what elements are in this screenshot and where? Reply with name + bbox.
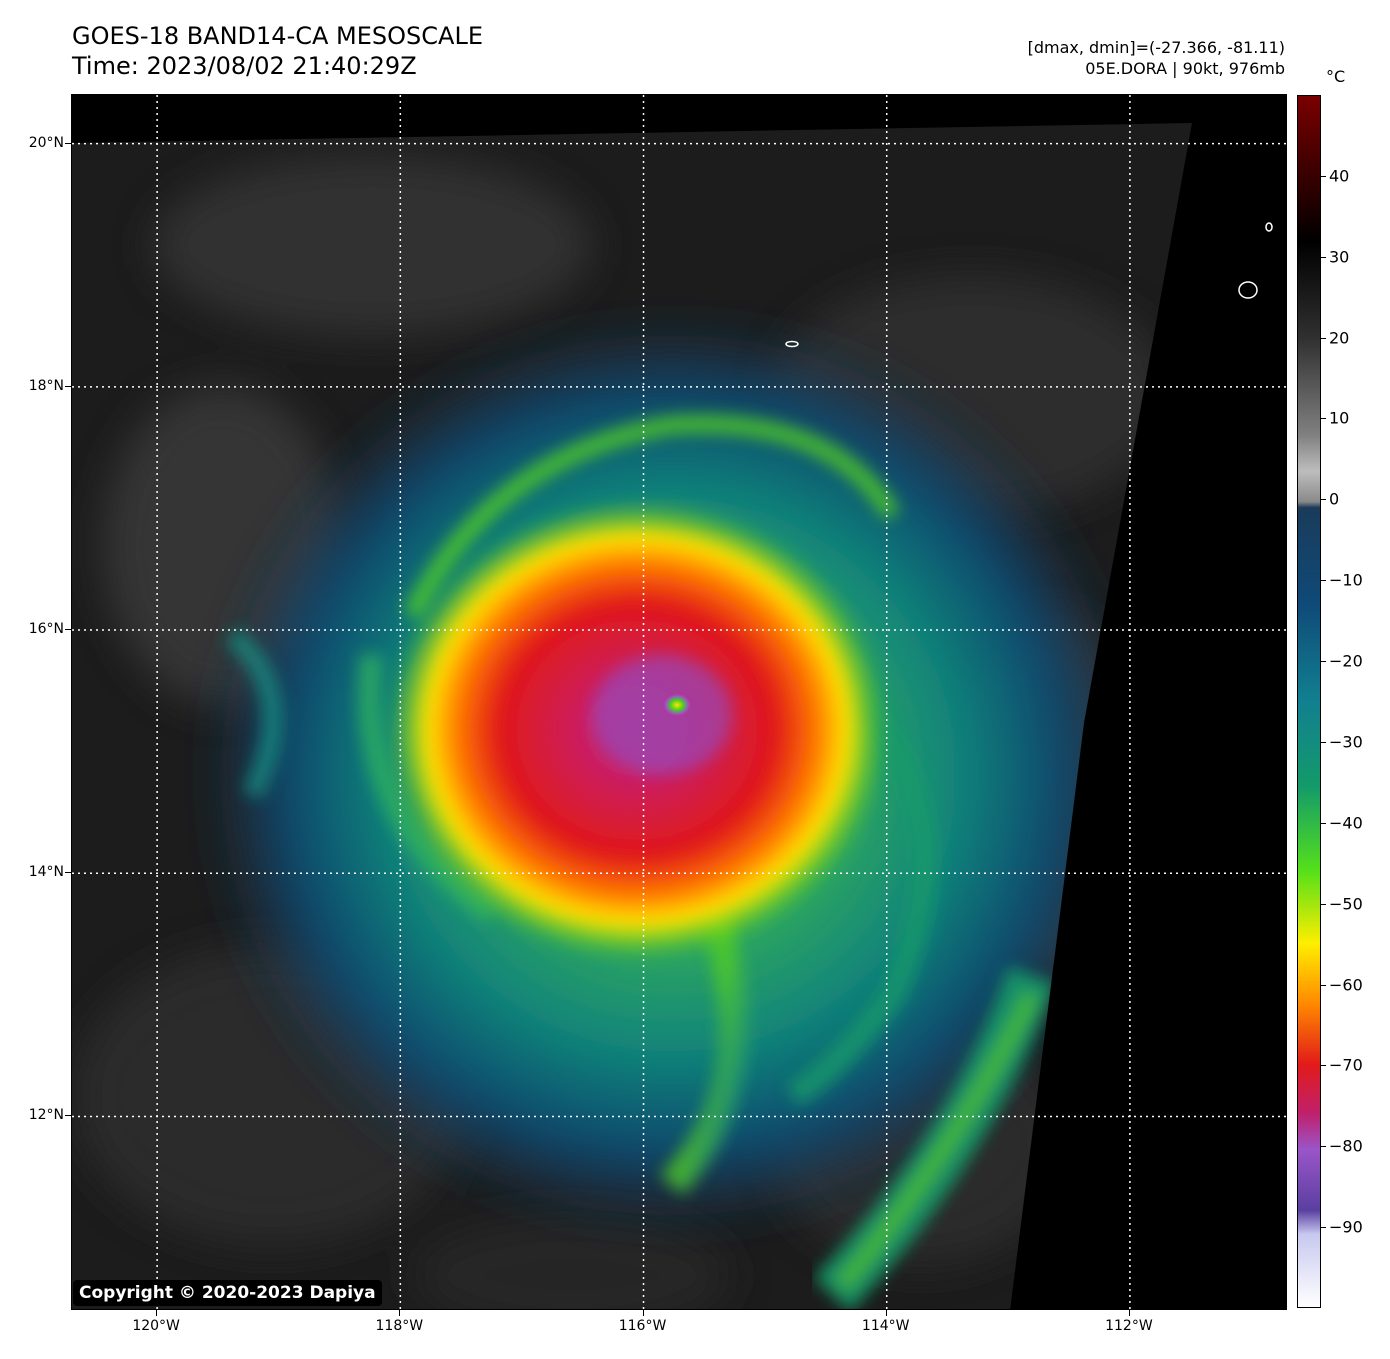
graticule — [72, 95, 1286, 1309]
latitude-tick — [65, 142, 71, 144]
latitude-label: 16°N — [28, 621, 64, 638]
colorbar-tick — [1321, 175, 1326, 177]
colorbar-tick-label: 40 — [1329, 166, 1350, 186]
island-outline — [785, 340, 799, 348]
colorbar-tick — [1321, 499, 1326, 501]
chart-title: GOES-18 BAND14-CA MESOSCALE — [72, 22, 483, 50]
colorbar-tick-label: −80 — [1329, 1136, 1363, 1156]
colorbar-tick — [1321, 337, 1326, 339]
hurricane-eye — [661, 692, 693, 718]
colorbar-tick-label: 30 — [1329, 247, 1350, 267]
latitude-tick — [65, 872, 71, 874]
longitude-tick — [156, 1310, 158, 1316]
colorbar-tick-label: 0 — [1329, 489, 1340, 509]
colorbar-tick — [1321, 1146, 1326, 1148]
longitude-tick — [399, 1310, 401, 1316]
colorbar-tick — [1321, 903, 1326, 905]
colorbar-tick-label: −70 — [1329, 1055, 1363, 1075]
colorbar-tick-label: 10 — [1329, 408, 1350, 428]
colorbar-tick-label: −10 — [1329, 570, 1363, 590]
latitude-label: 12°N — [28, 1107, 64, 1124]
latitude-tick — [65, 1115, 71, 1117]
latitude-label: 14°N — [28, 864, 64, 881]
longitude-label: 112°W — [1105, 1318, 1153, 1334]
chart-time: Time: 2023/08/02 21:40:29Z — [72, 52, 417, 80]
colorbar-tick-label: −90 — [1329, 1217, 1363, 1237]
satellite-imagery — [72, 95, 1286, 1309]
longitude-label: 118°W — [375, 1318, 424, 1334]
island-outline — [1265, 222, 1273, 232]
colorbar-tick-label: 20 — [1329, 328, 1350, 348]
colorbar-tick — [1321, 661, 1326, 663]
colorbar-tick-label: −50 — [1329, 894, 1363, 914]
latitude-tick — [65, 385, 71, 387]
satellite-map — [71, 94, 1287, 1310]
colorbar-tick — [1321, 822, 1326, 824]
temperature-range-info: [dmax, dmin]=(-27.366, -81.11) — [1027, 38, 1285, 57]
copyright-label: Copyright © 2020-2023 Dapiya — [73, 1280, 382, 1306]
colorbar-unit: °C — [1326, 67, 1346, 86]
latitude-label: 20°N — [28, 134, 64, 151]
storm-info: 05E.DORA | 90kt, 976mb — [1085, 59, 1285, 78]
colorbar-tick — [1321, 741, 1326, 743]
latitude-tick — [65, 629, 71, 631]
colorbar — [1297, 95, 1321, 1308]
latitude-label: 18°N — [28, 377, 64, 394]
longitude-label: 114°W — [861, 1318, 910, 1334]
colorbar-tick — [1321, 1065, 1326, 1067]
longitude-label: 116°W — [618, 1318, 667, 1334]
colorbar-tick — [1321, 984, 1326, 986]
colorbar-tick-label: −30 — [1329, 732, 1363, 752]
longitude-label: 120°W — [132, 1318, 180, 1334]
longitude-tick — [642, 1310, 644, 1316]
colorbar-tick — [1321, 1227, 1326, 1229]
colorbar-tick-label: −60 — [1329, 975, 1363, 995]
colorbar-tick-label: −20 — [1329, 651, 1363, 671]
colorbar-tick-label: −40 — [1329, 813, 1363, 833]
colorbar-tick — [1321, 256, 1326, 258]
island-outline — [1238, 281, 1258, 299]
colorbar-tick — [1321, 580, 1326, 582]
colorbar-tick — [1321, 418, 1326, 420]
longitude-tick — [885, 1310, 887, 1316]
longitude-tick — [1128, 1310, 1130, 1316]
